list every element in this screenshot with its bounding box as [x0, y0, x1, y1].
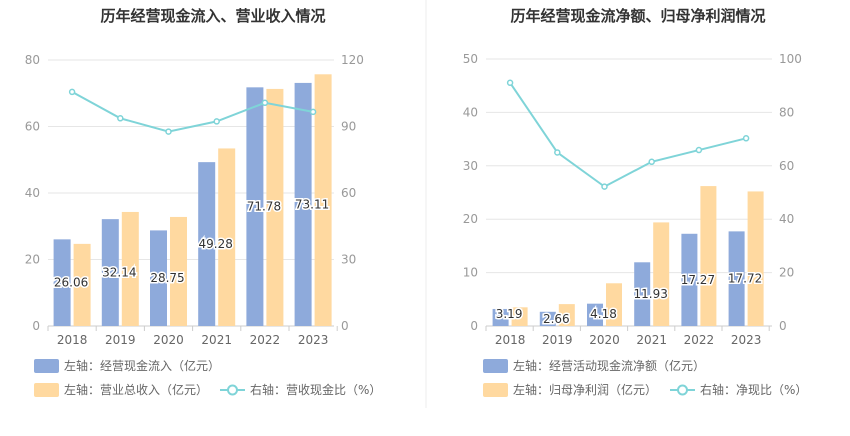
panel1-legend-swatch-series1: [34, 359, 59, 373]
panel2-bar-series1: [492, 308, 509, 326]
panel1-title: 历年经营现金流入、营业收入情况: [100, 7, 325, 25]
panel2-right-tick-label: 0: [779, 319, 787, 333]
panel2-bar-series1: [634, 262, 651, 326]
panel2-left-tick-label: 50: [463, 52, 478, 66]
panel2-bar-series1: [587, 303, 603, 326]
panel1-legend-label-series3: 右轴：营收现金比（%）: [250, 382, 381, 397]
panel2-x-tick-label: 2020: [589, 333, 620, 347]
panel2-bar-series2: [653, 222, 670, 326]
panel2-line-point: [554, 149, 561, 156]
panel2-data-label: 11.93: [634, 287, 668, 301]
panel2-right-tick-label: 40: [779, 212, 794, 226]
panel1-legend-marker-series3: [227, 384, 238, 396]
panel2-data-label: 17.27: [681, 273, 715, 287]
panel2-left-tick-label: 40: [463, 105, 478, 119]
panel1-left-tick-label: 40: [25, 186, 40, 200]
panel2-legend-swatch-series1: [483, 359, 508, 373]
panel2-right-tick-label: 80: [779, 105, 794, 119]
panel2-bar-series2: [511, 307, 528, 326]
panel1-bar-series2: [73, 243, 91, 326]
panel1-bar-series2: [121, 211, 139, 326]
panel1-left-tick-label: 80: [25, 53, 40, 67]
panel2-line-point: [695, 146, 703, 154]
panel1-data-label: 32.14: [102, 266, 136, 280]
panel1-right-tick-label: 30: [341, 253, 356, 267]
panel1-x-tick-label: 2023: [298, 333, 329, 347]
panel2-data-label: 3.19: [496, 307, 523, 321]
panel2-x-tick-label: 2022: [684, 333, 715, 347]
panel1-right-tick-label: 60: [341, 186, 356, 200]
panel1-right-tick-label: 120: [341, 53, 364, 67]
panel1-line-point: [117, 115, 124, 122]
panel1-bar-series2: [314, 74, 332, 326]
panel1-left-tick-label: 60: [25, 120, 40, 134]
panel2-legend-label-series1: 左轴：经营活动现金流净额（亿元）: [513, 358, 705, 373]
panel1-bar-series1: [150, 230, 167, 326]
panel1-x-tick-label: 2018: [57, 333, 88, 347]
panel2-line-point: [601, 183, 608, 190]
panel2-legend-swatch-series2: [483, 383, 508, 397]
panel2-data-label: 4.18: [590, 307, 617, 321]
panel2-bar-series2: [558, 304, 575, 326]
panel2-bar-series2: [606, 283, 622, 326]
panel1-left-tick-label: 20: [25, 253, 40, 267]
panel2-title: 历年经营现金流净额、归母净利润情况: [510, 7, 765, 25]
panel1-data-label: 71.78: [247, 200, 281, 214]
panel1-line-point: [68, 88, 76, 96]
panel1-x-tick-label: 2019: [105, 333, 136, 347]
panel1-x-tick-label: 2021: [201, 333, 232, 347]
panel2-legend-marker-series3: [677, 384, 688, 396]
panel1-right-tick-label: 90: [341, 120, 356, 134]
panel1-bar-series1: [101, 219, 119, 326]
panel2-line-point: [742, 135, 750, 142]
panel1-bar-series1: [294, 82, 312, 327]
panel1-legend-swatch-series2: [34, 383, 59, 397]
panel2-line-point: [648, 158, 655, 166]
panel2-bar-series1: [728, 231, 745, 326]
panel1-bar-series2: [170, 216, 187, 326]
panel2-line-point: [506, 79, 514, 87]
panel2-data-label: 17.72: [728, 272, 762, 286]
panel1-x-tick-label: 2022: [250, 333, 281, 347]
panel2-right-tick-label: 60: [779, 159, 794, 173]
panel2-bar-series2: [747, 191, 764, 326]
panel1-data-label: 26.06: [54, 276, 88, 290]
panel1-bar-series1: [246, 87, 264, 326]
panel1-bar-series1: [53, 239, 71, 326]
panel1-data-label: 28.75: [150, 271, 184, 285]
panel2-left-tick-label: 0: [470, 319, 478, 333]
panel1-legend-label-series2: 左轴：营业总收入（亿元）: [64, 382, 208, 397]
panel1-line-point: [261, 99, 269, 107]
panel1-line-point: [213, 118, 220, 125]
panel2-bar-series1: [539, 311, 556, 326]
panel1-bar-series2: [218, 148, 236, 326]
panel1-right-tick-label: 0: [341, 319, 349, 333]
panel2-right-tick-label: 20: [779, 266, 794, 280]
panel1-legend-label-series1: 左轴：经营现金流入（亿元）: [64, 358, 220, 373]
panel1-line-point: [165, 128, 172, 135]
panel2-x-tick-label: 2021: [636, 333, 667, 347]
panel1-line-series: [71, 91, 314, 133]
panel1-bar-series1: [198, 162, 216, 326]
panel1-x-tick-label: 2020: [153, 333, 184, 347]
panel2-left-tick-label: 30: [463, 159, 478, 173]
panel2-line-series: [509, 82, 747, 188]
panel2-legend-label-series3: 右轴：净现比（%）: [700, 382, 807, 397]
panel2-x-tick-label: 2018: [495, 333, 526, 347]
panel2-left-tick-label: 20: [463, 212, 478, 226]
panel2-x-tick-label: 2023: [731, 333, 762, 347]
panel2-right-tick-label: 100: [779, 52, 802, 66]
panel2-bar-series1: [681, 233, 698, 326]
panel1-data-label: 73.11: [295, 197, 329, 211]
panel2-bar-series2: [700, 186, 717, 326]
panel1-data-label: 49.28: [199, 237, 233, 251]
panel2-x-tick-label: 2019: [542, 333, 573, 347]
panel1-bar-series2: [266, 88, 284, 327]
panel1-line-point: [309, 108, 317, 116]
panel1-left-tick-label: 0: [32, 319, 40, 333]
panel2-left-tick-label: 10: [463, 266, 478, 280]
panel2-legend-label-series2: 左轴：归母净利润（亿元）: [513, 382, 657, 397]
panel2-data-label: 2.66: [543, 312, 570, 326]
